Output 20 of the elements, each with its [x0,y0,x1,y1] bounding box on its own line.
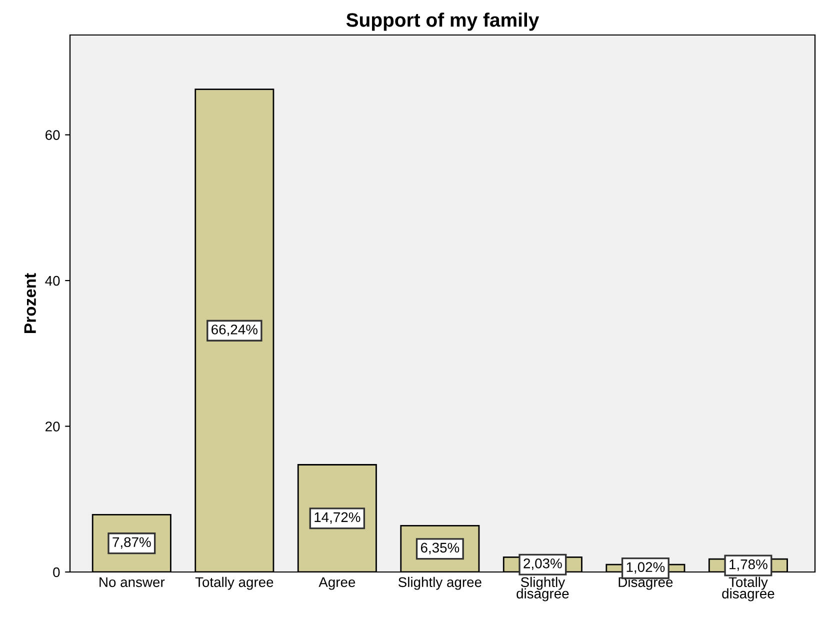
data-label: 2,03% [524,558,562,570]
data-label: 6,35% [420,542,460,554]
y-tick-label: 20 [46,422,60,432]
y-tick-label: 40 [45,276,60,286]
chart-title: Support of my family [346,12,540,31]
x-tick-label: No answer [100,577,165,588]
x-tick-label: Agree [318,577,356,590]
x-tick-label: Totally disagree [722,576,774,602]
data-label: 1,78% [730,559,768,571]
y-tick-label: 60 [46,130,60,140]
x-tick-label: Slightly disagree [516,576,569,602]
data-label: 7,87% [112,537,151,549]
x-tick-label: Totally agree [195,576,274,590]
data-label: 1,02% [626,562,665,574]
y-axis-title: Prozent [24,273,36,333]
y-tick-label: 0 [53,567,60,578]
data-label: 14,72% [314,512,360,524]
x-tick-label: Slightly agree [398,576,482,590]
x-tick-label: Disagree [618,576,673,590]
data-label: 66,24% [212,324,258,336]
